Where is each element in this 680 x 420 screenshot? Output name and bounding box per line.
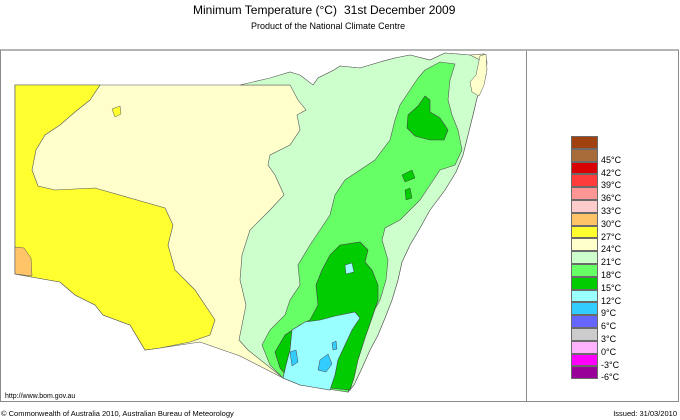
legend-swatch bbox=[571, 276, 598, 290]
legend-swatch bbox=[571, 199, 598, 213]
legend-swatch bbox=[571, 251, 598, 264]
legend-label: 45°C bbox=[601, 154, 622, 165]
zone-6-9-c bbox=[331, 340, 338, 351]
title-text: Minimum Temperature (°C) bbox=[193, 3, 337, 17]
legend-swatch bbox=[571, 148, 598, 162]
legend-label: 30°C bbox=[601, 218, 622, 229]
zone-12-15-north bbox=[406, 95, 449, 141]
legend-swatch bbox=[571, 161, 598, 175]
legend-swatch bbox=[571, 225, 598, 239]
legend-label: 15°C bbox=[601, 282, 622, 293]
legend-swatch bbox=[571, 315, 598, 328]
issued-date: Issued: 31/03/2010 bbox=[613, 409, 677, 418]
subtitle: Product of the National Climate Centre bbox=[251, 21, 406, 31]
legend-swatch bbox=[571, 174, 598, 188]
legend-swatch bbox=[571, 366, 598, 380]
legend-swatch bbox=[571, 212, 598, 226]
legend-label: 6°C bbox=[601, 321, 617, 332]
date-text: 31st December 2009 bbox=[344, 3, 456, 17]
legend-label: 9°C bbox=[601, 308, 617, 319]
zone-12-15-dot bbox=[401, 169, 416, 183]
legend-label: 18°C bbox=[601, 269, 622, 280]
zone-12-15-dot2 bbox=[404, 187, 413, 201]
legend-label: 42°C bbox=[601, 167, 622, 178]
legend-label: 21°C bbox=[601, 257, 622, 268]
zone-24-27 bbox=[14, 84, 216, 351]
legend-divider bbox=[526, 51, 527, 402]
legend-swatch bbox=[571, 136, 598, 149]
legend-label: 3°C bbox=[601, 333, 617, 344]
zone-24-27-patch bbox=[111, 105, 122, 118]
zone-27-30 bbox=[14, 246, 33, 277]
legend-swatch bbox=[571, 289, 598, 303]
legend-swatch bbox=[571, 353, 598, 367]
legend-label: 27°C bbox=[601, 231, 622, 242]
legend-swatch bbox=[571, 263, 598, 277]
legend-label: 36°C bbox=[601, 193, 622, 204]
legend-label: 0°C bbox=[601, 346, 617, 357]
legend-label: 33°C bbox=[601, 205, 622, 216]
legend-label: -6°C bbox=[601, 372, 620, 383]
bom-url[interactable]: http://www.bom.gov.au bbox=[5, 393, 76, 400]
legend-label: -3°C bbox=[601, 359, 620, 370]
zone-9-12-spot bbox=[344, 262, 355, 275]
legend-swatch bbox=[571, 187, 598, 200]
zone-6-9-a bbox=[289, 349, 299, 367]
map-title: Minimum Temperature (°C) 31st December 2… bbox=[0, 3, 680, 19]
copyright-text: © Commonwealth of Australia 2010, Austra… bbox=[1, 409, 234, 418]
legend-swatch bbox=[571, 327, 598, 341]
map-frame bbox=[0, 49, 679, 402]
zone-21-24-coast bbox=[469, 53, 488, 97]
legend-swatch bbox=[571, 238, 598, 252]
legend-label: 39°C bbox=[601, 180, 622, 191]
legend-label: 24°C bbox=[601, 244, 622, 255]
legend-swatch bbox=[571, 340, 598, 354]
zone-9-12 bbox=[282, 311, 361, 391]
zone-6-9-b bbox=[317, 353, 333, 373]
legend-swatch bbox=[571, 302, 598, 316]
legend-label: 12°C bbox=[601, 295, 622, 306]
